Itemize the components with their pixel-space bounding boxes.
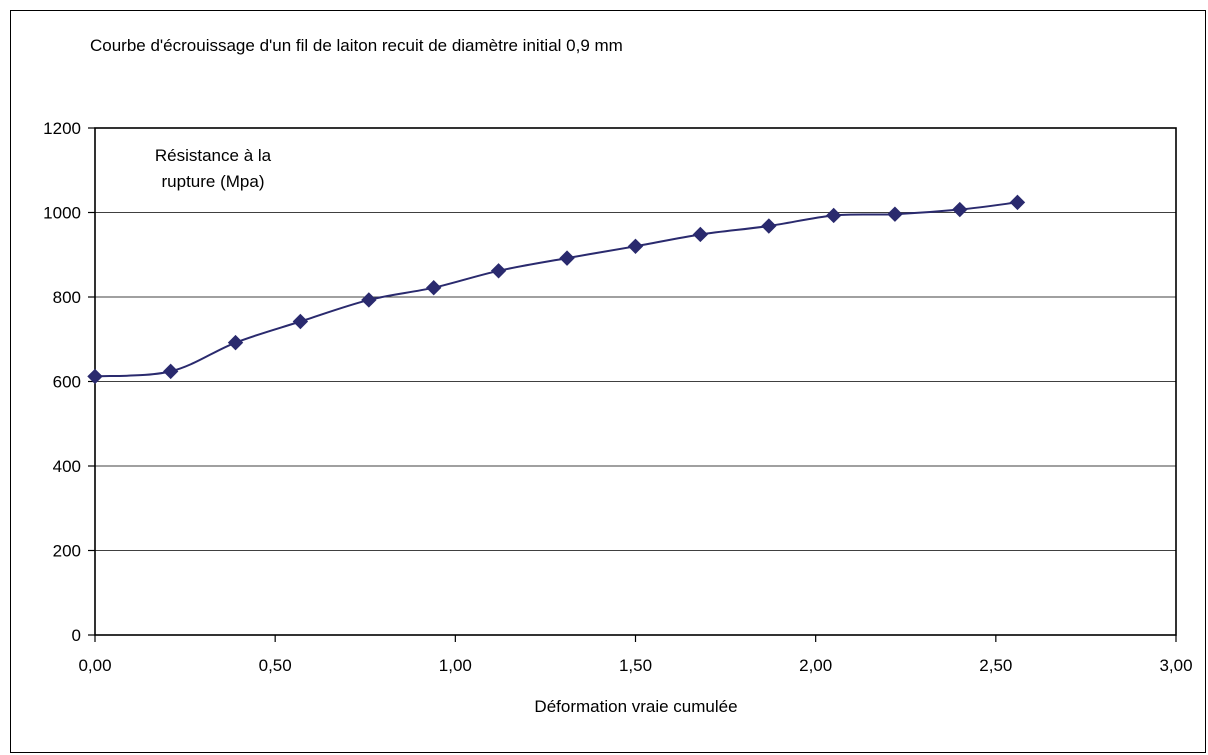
data-point-marker	[227, 334, 244, 351]
x-axis-label: Déformation vraie cumulée	[534, 697, 737, 716]
x-tick-label: 2,00	[799, 656, 832, 675]
data-point-marker	[559, 250, 575, 266]
y-tick-label: 0	[72, 626, 81, 645]
data-point-marker	[426, 279, 442, 296]
data-point-marker	[825, 207, 842, 224]
data-point-marker	[692, 226, 709, 243]
y-tick-label: 1200	[43, 119, 81, 138]
y-tick-label: 800	[53, 288, 81, 307]
x-tick-label: 3,00	[1159, 656, 1192, 675]
y-axis-ticks: 0 200 400 600 800 1000 1200	[43, 119, 95, 645]
y-tick-label: 200	[53, 542, 81, 561]
data-point-marker	[361, 292, 377, 308]
y-tick-label: 600	[53, 373, 81, 392]
x-tick-label: 0,00	[78, 656, 111, 675]
data-point-marker	[952, 201, 968, 218]
y-tick-label: 1000	[43, 204, 81, 223]
x-tick-label: 1,50	[619, 656, 652, 675]
data-point-marker	[162, 363, 179, 380]
y-axis-label-line-2: rupture (Mpa)	[162, 172, 265, 191]
y-tick-label: 400	[53, 457, 81, 476]
data-point-marker	[87, 368, 103, 385]
data-point-marker	[627, 238, 644, 255]
chart-svg: Courbe d'écrouissage d'un fil de laiton …	[43, 36, 1193, 716]
data-point-marker	[490, 263, 507, 279]
data-point-marker	[1009, 194, 1026, 211]
x-tick-label: 1,00	[439, 656, 472, 675]
grid-lines	[95, 212, 1176, 551]
data-point-marker	[292, 313, 309, 330]
x-tick-label: 2,50	[979, 656, 1012, 675]
series-line	[94, 201, 1018, 378]
chart-frame: Courbe d'écrouissage d'un fil de laiton …	[10, 10, 1206, 753]
x-axis-ticks: 0,00 0,50 1,00 1,50 2,00 2,50 3,00	[78, 635, 1193, 675]
series-markers	[87, 194, 1026, 385]
x-tick-label: 0,50	[259, 656, 292, 675]
data-point-marker	[761, 218, 777, 234]
data-point-marker	[887, 206, 903, 222]
chart-title: Courbe d'écrouissage d'un fil de laiton …	[90, 36, 623, 55]
y-axis-label-line-1: Résistance à la	[155, 146, 272, 165]
